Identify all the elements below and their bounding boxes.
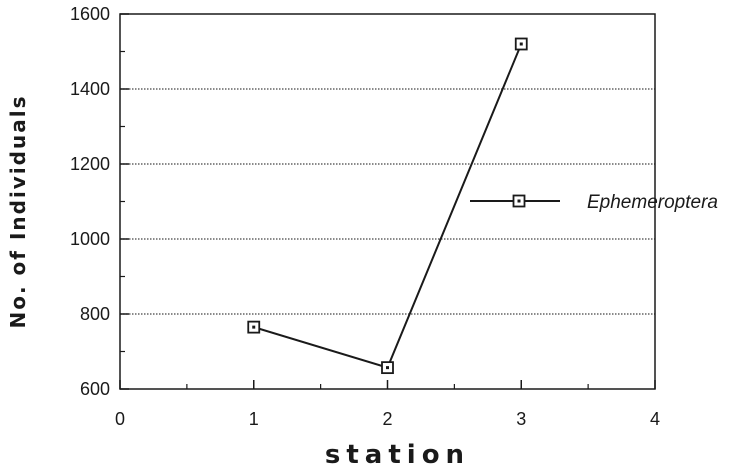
tick-labels: 600 800 1000 1200 1400 1600 0 1 2 3 4 bbox=[70, 4, 660, 429]
grid-lines bbox=[120, 88, 655, 315]
y-tick-label-600: 600 bbox=[80, 379, 110, 399]
plot-frame bbox=[119, 13, 656, 390]
axis-ticks bbox=[119, 13, 656, 390]
data-point-3 bbox=[514, 37, 528, 51]
y-tick-label-1200: 1200 bbox=[70, 154, 110, 174]
y-tick-label-1600: 1600 bbox=[70, 4, 110, 24]
data-point-1 bbox=[247, 320, 261, 334]
legend: Ephemeroptera bbox=[470, 192, 718, 213]
series-line-0 bbox=[253, 43, 523, 369]
marker-dot bbox=[252, 325, 256, 329]
y-tick-label-800: 800 bbox=[80, 304, 110, 324]
data-point-2 bbox=[381, 361, 394, 375]
x-axis-title: station bbox=[325, 440, 470, 470]
legend-marker-dot bbox=[517, 199, 521, 203]
y-tick-label-1000: 1000 bbox=[70, 229, 110, 249]
marker-dot bbox=[386, 366, 389, 370]
x-tick-label-3: 3 bbox=[516, 409, 526, 429]
y-tick-label-1400: 1400 bbox=[70, 79, 110, 99]
x-tick-label-2: 2 bbox=[382, 409, 392, 429]
legend-label-0: Ephemeroptera bbox=[587, 192, 718, 213]
y-axis-title: No. of Individuals bbox=[6, 95, 30, 329]
x-tick-label-4: 4 bbox=[650, 409, 660, 429]
series-layer bbox=[247, 37, 528, 375]
x-tick-label-1: 1 bbox=[249, 409, 259, 429]
marker-dot bbox=[519, 42, 523, 46]
x-tick-label-0: 0 bbox=[115, 409, 125, 429]
